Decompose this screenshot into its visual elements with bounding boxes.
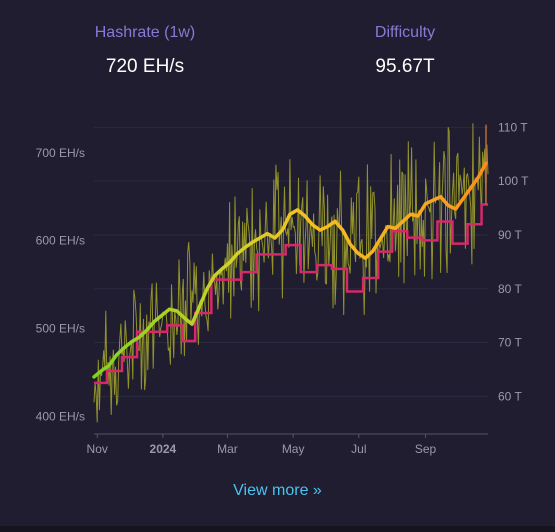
difficulty-line	[94, 203, 488, 385]
view-more-link[interactable]: View more »	[233, 482, 322, 499]
average-hashrate-line	[92, 161, 488, 379]
y-right-tick: 110 T	[498, 120, 528, 134]
x-tick-label: Mar	[217, 442, 238, 456]
difficulty-value: 95.67T	[375, 56, 435, 77]
y-right-tick: 100 T	[498, 174, 529, 188]
y-right-tick: 80 T	[498, 282, 522, 296]
y-right-tick: 60 T	[498, 389, 522, 403]
y-left-tick: 400 EH/s	[36, 409, 85, 423]
difficulty-stat: Difficulty 95.67T	[305, 24, 505, 78]
y-right-tick: 90 T	[498, 228, 522, 242]
grid-layer	[94, 126, 488, 397]
y-left-tick: 600 EH/s	[36, 234, 85, 248]
y-left-tick: 500 EH/s	[36, 322, 85, 336]
x-tick-label: Nov	[87, 442, 108, 456]
x-tick-label: Jul	[351, 442, 366, 456]
difficulty-label: Difficulty	[374, 24, 436, 41]
x-tick-label: May	[282, 442, 305, 456]
hashrate-stat: Hashrate (1w) 720 EH/s	[45, 24, 245, 78]
hashrate-difficulty-chart[interactable]: 400 EH/s 500 EH/s 600 EH/s 700 EH/s 60 T 70 T…	[0, 100, 555, 470]
daily-hashrate-series	[93, 123, 489, 423]
hashrate-label: Hashrate (1w)	[94, 24, 196, 41]
hashrate-value: 720 EH/s	[105, 56, 185, 77]
y-left-tick: 700 EH/s	[36, 146, 85, 160]
daily-hashrate-line	[93, 123, 489, 423]
x-tick-label: 2024	[150, 442, 177, 456]
y-right-tick: 70 T	[498, 336, 522, 350]
axis-layer: 400 EH/s 500 EH/s 600 EH/s 700 EH/s 60 T 70 T…	[36, 120, 529, 456]
x-tick-label: Sep	[415, 442, 437, 456]
hashrate-average-series	[92, 161, 488, 379]
